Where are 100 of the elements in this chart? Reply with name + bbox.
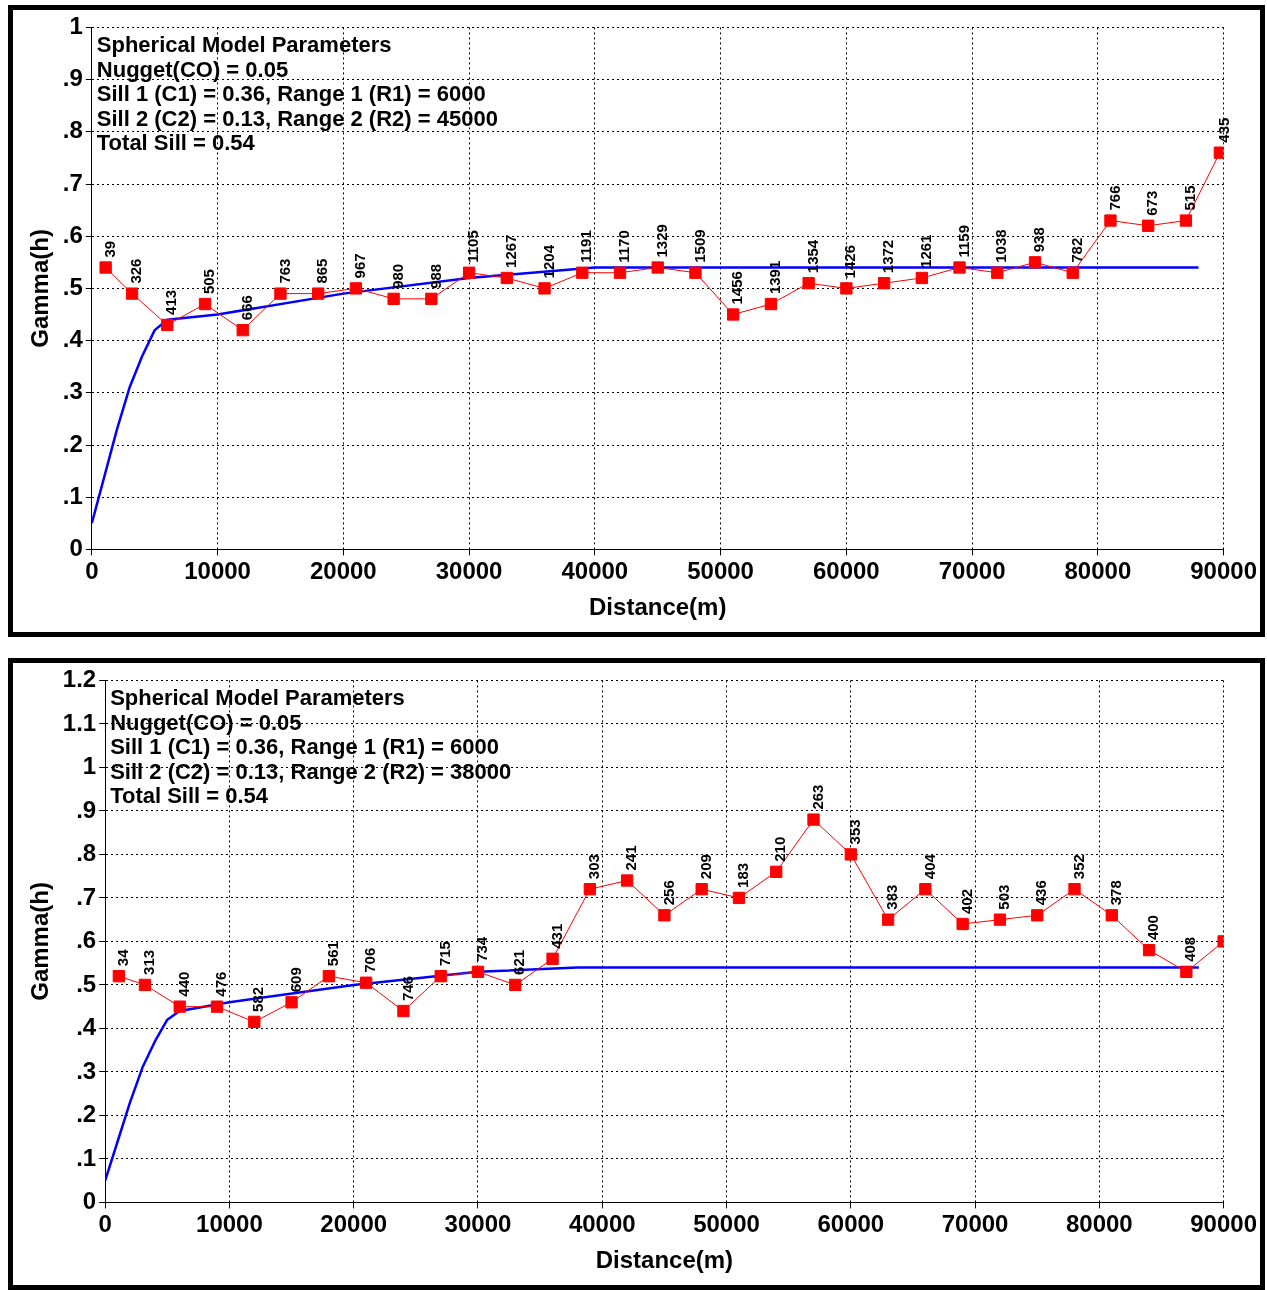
x-tick-label: 90000 [1190,1210,1258,1238]
point [349,282,363,295]
y-tick-label: 1.1 [62,708,97,736]
annotation: 706 [361,947,379,973]
point [1180,965,1193,979]
y-tick-label: .5 [62,273,83,301]
annotation: 666 [237,295,255,321]
point [881,913,895,926]
annotation: 763 [275,258,293,284]
y-tick-label: .6 [62,220,83,248]
point [198,297,212,311]
y-tick-label: .1 [76,1143,97,1171]
annotation: 303 [584,854,602,880]
point [1105,909,1118,922]
x-axis-title: Distance(m) [595,1246,734,1274]
annotation: 402 [957,888,975,914]
x-tick-label: 30000 [444,1210,512,1238]
annotation: 865 [313,258,331,284]
y-tick-label: .2 [76,1100,97,1128]
annotation: 1038 [992,229,1010,263]
annotation: 1204 [539,244,557,279]
point [953,261,966,274]
annotation: 1372 [879,239,897,274]
annotation: Sill 2 (C2) = 0.13, Range 2 (R2) = 45000 [96,105,498,131]
point [387,292,400,305]
annotation: 1159 [954,224,972,258]
annotation: Spherical Model Parameters [110,685,405,711]
annotation: 1261 [916,234,934,268]
point [651,261,664,274]
annotation: 505 [200,269,218,295]
point [322,970,336,983]
point [312,287,325,300]
point [1068,883,1081,896]
point [991,266,1004,279]
annotation: Sill 1 (C1) = 0.36, Range 1 (R1) = 6000 [96,81,486,107]
point [727,308,740,321]
point [236,324,249,337]
x-tick-label: 60000 [817,1210,885,1238]
y-tick-label: 0 [69,534,83,562]
x-tick-label: 80000 [1065,1210,1133,1238]
point [1142,219,1155,232]
annotation: 352 [1069,854,1087,880]
point [1066,266,1079,279]
annotation: 582 [249,986,267,1012]
point [99,261,112,274]
annotation: 1391 [766,260,784,295]
annotation: 1170 [615,230,633,263]
annotation: 476 [212,971,230,997]
point [509,978,522,992]
annotation: 561 [324,941,341,967]
point [462,266,476,279]
annotation: 400 [1144,915,1162,941]
y-tick-label: .7 [62,168,83,196]
annotation: 413 [162,289,180,315]
annotation: Nugget(CO) = 0.05 [96,56,289,82]
annotation: 1267 [501,234,519,268]
point [1104,214,1117,227]
point [840,282,853,295]
point [732,891,746,905]
annotation: 435 [1215,117,1232,143]
annotation: 1191 [577,230,595,263]
point [802,277,815,290]
annotation: 746 [398,975,416,1001]
point [583,883,596,896]
y-axis-title: Gamma(h) [26,229,54,348]
annotation: 766 [1105,185,1123,211]
annotation: 210 [771,836,789,862]
point [161,318,174,332]
annotation: 1456 [728,271,746,305]
point [173,1000,186,1013]
x-tick-label: 90000 [1190,557,1258,585]
point [285,996,298,1009]
x-axis-title: Distance(m) [589,593,727,621]
point [764,297,778,311]
y-tick-label: .4 [76,1013,97,1041]
annotation: 209 [696,854,714,880]
annotation: 383 [883,884,901,910]
annotation: 1354 [803,239,821,274]
point [956,917,969,931]
annotation: 734 [473,936,491,962]
annotation: 431 [547,923,565,949]
point [915,271,928,285]
point [770,865,783,878]
y-tick-label: .9 [62,64,83,92]
point [658,909,671,922]
annotation: 621 [510,949,528,975]
point [397,1004,410,1018]
point [546,952,559,965]
annotation: 34 [113,948,131,967]
annotation: 378 [1106,880,1124,906]
point [500,271,513,285]
point [807,813,820,826]
y-tick-label: .1 [62,481,83,509]
point [877,277,891,290]
x-tick-label: 20000 [320,1210,388,1238]
point [434,970,447,983]
y-tick-label: .6 [76,926,97,954]
point [1142,943,1156,957]
x-tick-label: 10000 [196,1210,263,1238]
annotation: 408 [1181,936,1199,962]
